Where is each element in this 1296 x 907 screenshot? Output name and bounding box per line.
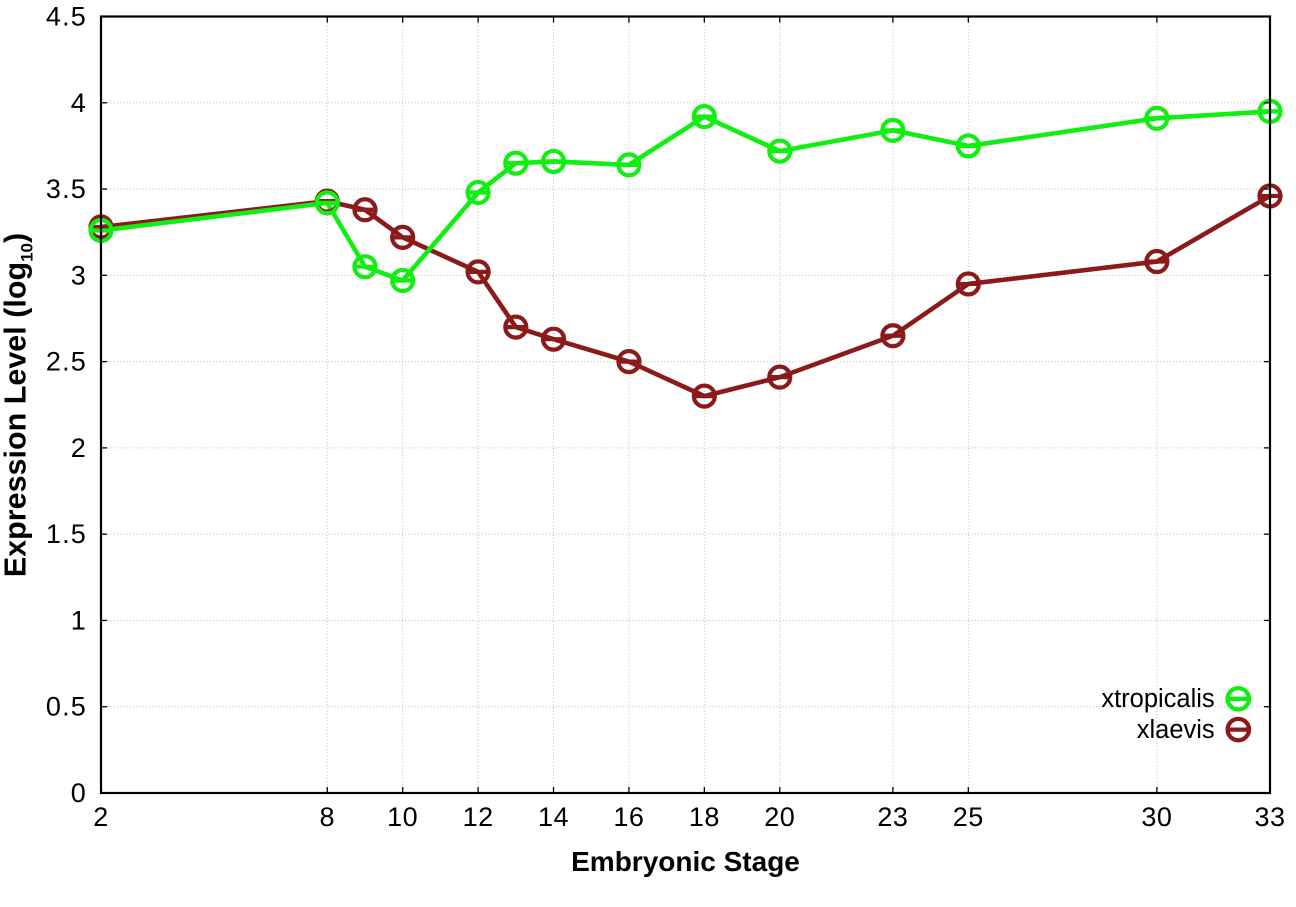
svg-text:3: 3 (71, 260, 87, 290)
svg-text:3.5: 3.5 (46, 174, 87, 204)
svg-text:1: 1 (71, 605, 87, 635)
svg-text:18: 18 (689, 802, 720, 832)
svg-text:33: 33 (1254, 802, 1285, 832)
svg-text:8: 8 (319, 802, 335, 832)
svg-text:25: 25 (953, 802, 984, 832)
svg-text:4.5: 4.5 (46, 2, 87, 32)
svg-text:12: 12 (463, 802, 494, 832)
svg-text:0.5: 0.5 (46, 692, 87, 722)
svg-text:30: 30 (1141, 802, 1172, 832)
svg-text:10: 10 (387, 802, 418, 832)
svg-text:16: 16 (613, 802, 644, 832)
svg-text:2: 2 (71, 433, 87, 463)
svg-text:1.5: 1.5 (46, 519, 87, 549)
svg-text:23: 23 (877, 802, 908, 832)
svg-text:4: 4 (71, 88, 87, 118)
svg-text:20: 20 (764, 802, 795, 832)
svg-text:2.5: 2.5 (46, 347, 87, 377)
svg-text:14: 14 (538, 802, 569, 832)
svg-text:0: 0 (71, 778, 87, 808)
svg-text:2: 2 (93, 802, 109, 832)
